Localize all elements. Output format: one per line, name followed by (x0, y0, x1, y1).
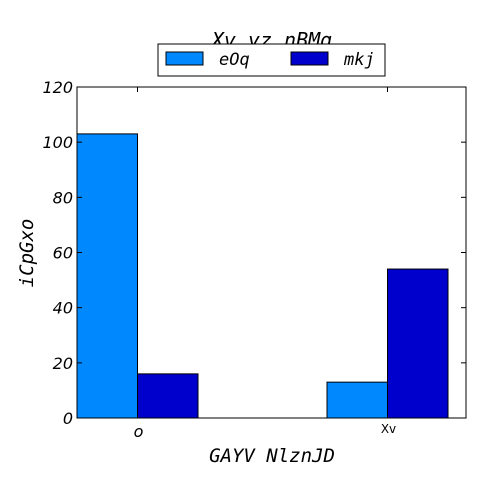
y-tick-label: 40 (53, 299, 73, 318)
legend-swatch-mkj (290, 51, 329, 66)
legend-box (157, 43, 386, 77)
legend: eOq mkj (157, 43, 386, 77)
legend-label-eOq: eOq (219, 50, 250, 70)
y-tick-label: 120 (42, 78, 73, 97)
bars-group (76, 133, 449, 419)
y-tick-label: 80 (53, 188, 73, 207)
y-tick-label: 100 (42, 133, 73, 152)
legend-label-mkj: mkj (343, 50, 375, 70)
y-tick-label: 20 (53, 354, 73, 373)
x-axis-label: GAYV NlznJD (209, 445, 335, 467)
y-axis-ticks: 0 20 40 60 80 100 120 (42, 78, 466, 428)
x-axis-ticks: o Xv (134, 87, 396, 441)
bar-mkj-o (137, 373, 199, 419)
y-tick-label: 0 (63, 409, 73, 428)
legend-swatch-eOq (165, 51, 204, 66)
x-tick-label: o (134, 422, 144, 441)
bar-eOq-o (76, 133, 138, 419)
bar-eOq-Xv (326, 381, 388, 419)
y-tick-label: 60 (53, 244, 73, 263)
bar-mkj-Xv (387, 268, 449, 419)
y-axis-label: iCpGxo (16, 219, 38, 288)
x-tick-label: Xv (381, 422, 396, 436)
